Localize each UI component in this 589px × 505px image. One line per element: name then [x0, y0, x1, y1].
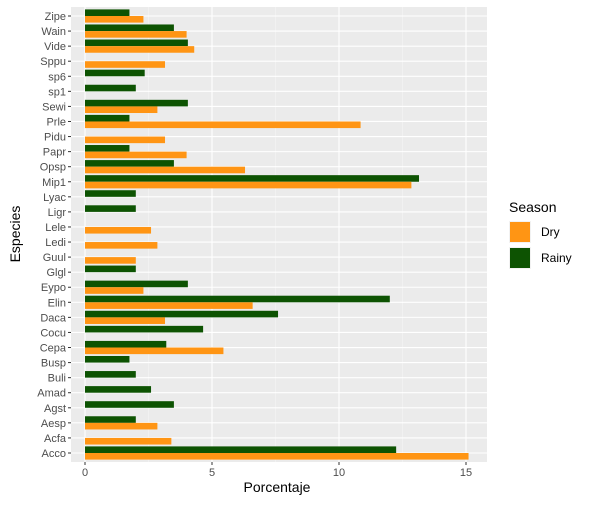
y-tick-label: Wain — [41, 26, 66, 38]
y-tick-label: Zipe — [45, 11, 66, 23]
y-tick-label: Busp — [41, 358, 66, 370]
y-axis-ticks: Zipe Wain Vide Sppu sp6 sp1 Sewi Prle Pidu Papr Op… — [37, 11, 71, 460]
y-tick-label: Cepa — [40, 343, 67, 355]
y-tick-label: Acfa — [44, 433, 67, 445]
bar-dry-sppu — [85, 61, 166, 68]
bar-rainy-sewi — [85, 99, 188, 107]
bar-dry-acfa — [85, 437, 172, 445]
bar-rainy-vide — [85, 39, 188, 47]
bar-rainy-elin — [85, 295, 390, 303]
x-axis-ticks: 0 5 10 15 — [82, 462, 472, 479]
y-tick-label: Vide — [44, 41, 66, 53]
bar-dry-eypo — [85, 287, 144, 294]
legend-label-dry: Dry — [541, 225, 560, 239]
bar-rainy-zipe — [85, 9, 130, 16]
legend-swatch-dry — [510, 222, 530, 242]
bar-dry-sewi — [85, 106, 158, 114]
y-tick-label: Mip1 — [42, 177, 66, 189]
bar-dry-ledi — [85, 242, 158, 249]
y-tick-label: Glgl — [46, 267, 66, 279]
bar-rainy-eypo — [85, 280, 188, 288]
bar-dry-wain — [85, 31, 187, 38]
x-axis-title: Porcentaje — [244, 479, 311, 495]
y-tick-label: Cocu — [40, 327, 66, 339]
bar-rainy-cepa — [85, 340, 167, 348]
bar-dry-zipe — [85, 16, 144, 23]
bars — [85, 9, 469, 460]
y-tick-label: Sppu — [40, 56, 66, 68]
x-tick-label: 10 — [333, 467, 345, 479]
bar-rainy-acco — [85, 446, 397, 453]
bar-rainy-agst — [85, 401, 174, 408]
y-tick-label: sp6 — [48, 71, 66, 83]
bar-rainy-aesp — [85, 416, 136, 423]
y-tick-label: Papr — [43, 147, 67, 159]
legend: Season Dry Rainy — [509, 199, 572, 269]
bar-rainy-ligr — [85, 205, 136, 212]
bar-rainy-cocu — [85, 325, 204, 333]
legend-swatch-rainy — [510, 248, 530, 268]
y-tick-label: Ligr — [48, 207, 67, 219]
bar-dry-mip1 — [85, 181, 412, 189]
x-tick-label: 15 — [460, 467, 472, 479]
bar-rainy-amad — [85, 386, 152, 393]
y-tick-label: Eypo — [41, 282, 66, 294]
bar-rainy-buli — [85, 371, 136, 378]
y-tick-label: Opsp — [40, 162, 66, 174]
y-axis-title: Especies — [7, 206, 23, 263]
bar-rainy-sp1 — [85, 84, 136, 92]
y-tick-label: Prle — [46, 116, 66, 128]
y-tick-label: Guul — [43, 252, 66, 264]
bar-dry-aesp — [85, 422, 158, 430]
y-tick-label: Lele — [45, 222, 66, 234]
y-tick-label: Amad — [37, 388, 66, 400]
x-tick-label: 5 — [209, 467, 215, 479]
bar-dry-lele — [85, 226, 152, 234]
y-tick-label: Pidu — [44, 132, 66, 144]
bar-dry-acco — [85, 453, 469, 460]
y-tick-label: Buli — [48, 373, 66, 385]
bar-dry-daca — [85, 317, 166, 324]
bar-rainy-papr — [85, 145, 130, 152]
bar-rainy-sp6 — [85, 69, 145, 77]
bar-rainy-busp — [85, 355, 130, 363]
bar-rainy-daca — [85, 310, 279, 318]
bar-rainy-mip1 — [85, 175, 420, 182]
bar-rainy-glgl — [85, 265, 136, 273]
y-tick-label: Lyac — [43, 192, 66, 204]
y-tick-label: Agst — [44, 403, 66, 415]
y-tick-label: Elin — [48, 297, 66, 309]
bar-dry-cepa — [85, 347, 224, 355]
x-tick-label: 0 — [82, 467, 88, 479]
y-tick-label: Acco — [42, 448, 66, 460]
bar-dry-pidu — [85, 136, 166, 144]
bar-dry-papr — [85, 151, 187, 159]
bar-rainy-lyac — [85, 190, 136, 197]
bar-dry-vide — [85, 46, 195, 53]
bar-dry-guul — [85, 257, 136, 264]
bar-rainy-wain — [85, 24, 174, 32]
legend-title: Season — [509, 199, 556, 215]
bar-dry-opsp — [85, 166, 246, 174]
y-tick-label: Ledi — [45, 237, 66, 249]
bar-dry-elin — [85, 302, 253, 309]
legend-label-rainy: Rainy — [541, 251, 572, 265]
bar-dry-prle — [85, 121, 361, 129]
bar-rainy-opsp — [85, 160, 174, 167]
y-tick-label: sp1 — [48, 86, 66, 98]
y-tick-label: Sewi — [42, 101, 66, 113]
bar-rainy-prle — [85, 114, 130, 122]
y-tick-label: Daca — [40, 312, 67, 324]
y-tick-label: Aesp — [41, 418, 66, 430]
